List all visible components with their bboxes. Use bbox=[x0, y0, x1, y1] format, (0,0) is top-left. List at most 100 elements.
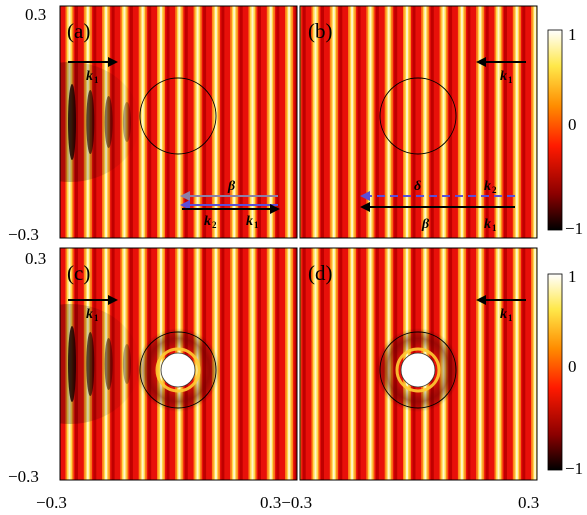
svg-text:2: 2 bbox=[492, 185, 497, 195]
wave-crest bbox=[49, 248, 54, 480]
panel-b bbox=[299, 5, 544, 239]
wave-trough bbox=[221, 6, 225, 238]
svg-text:β: β bbox=[421, 217, 430, 232]
svg-text:1: 1 bbox=[508, 75, 513, 85]
wave-trough bbox=[467, 6, 471, 238]
svg-text:2: 2 bbox=[212, 220, 217, 230]
wave-trough bbox=[294, 248, 297, 480]
field-amplitude-blob bbox=[104, 338, 113, 390]
cloak-boundary-circle bbox=[139, 331, 217, 409]
svg-text:k: k bbox=[246, 214, 253, 229]
wave-trough bbox=[375, 6, 379, 238]
panel-a-beta-arrow: β bbox=[180, 179, 278, 201]
svg-text:1: 1 bbox=[94, 313, 99, 323]
wave-trough bbox=[412, 6, 416, 238]
svg-text:1: 1 bbox=[492, 223, 497, 233]
svg-text:δ: δ bbox=[414, 179, 421, 194]
y-tick-bottom-lower: −0.3 bbox=[8, 467, 39, 486]
obstacle-disk bbox=[400, 352, 436, 388]
field-amplitude-blob bbox=[86, 332, 95, 396]
x-tick-middle: 0.3−0.3 bbox=[260, 493, 312, 512]
wave-trough bbox=[430, 6, 434, 238]
wave-trough bbox=[541, 6, 544, 238]
field-amplitude-blob bbox=[68, 326, 76, 402]
svg-text:k: k bbox=[500, 307, 507, 322]
y-tick-top-upper: 0.3 bbox=[25, 5, 46, 24]
y-tick-top-lower: 0.3 bbox=[25, 249, 46, 268]
wave-trough bbox=[522, 6, 526, 238]
panel-d bbox=[299, 247, 544, 481]
wave-trough bbox=[57, 248, 60, 480]
wave-trough bbox=[239, 6, 243, 238]
svg-text:k: k bbox=[484, 179, 491, 194]
wave-trough bbox=[339, 248, 343, 480]
wave-trough bbox=[258, 6, 261, 238]
wave-trough bbox=[394, 6, 398, 238]
wave-trough bbox=[485, 248, 489, 480]
panel-frame bbox=[299, 247, 538, 481]
svg-text:k: k bbox=[86, 69, 93, 84]
cloak-boundary-circle bbox=[139, 77, 217, 155]
wave-trough bbox=[541, 248, 544, 480]
field-amplitude-blob bbox=[86, 90, 95, 154]
svg-text:k: k bbox=[500, 69, 507, 84]
wave-trough bbox=[148, 6, 152, 238]
panel-b-beta-arrow: β bbox=[360, 202, 515, 232]
cloak-boundary-circle bbox=[379, 331, 457, 409]
svg-text:1: 1 bbox=[254, 220, 259, 230]
y-tick-bottom-upper: −0.3 bbox=[8, 225, 39, 244]
panel-frame bbox=[59, 5, 298, 239]
svg-text:1: 1 bbox=[508, 313, 513, 323]
colorbar-bottom-tick-min: −1 bbox=[565, 459, 583, 478]
panel-b-label: (b) bbox=[308, 19, 333, 43]
svg-text:k: k bbox=[86, 307, 93, 322]
panel-a-label: (a) bbox=[67, 19, 90, 43]
wave-crest bbox=[49, 6, 54, 238]
field-amplitude-blob bbox=[122, 102, 131, 142]
wave-trough bbox=[485, 6, 489, 238]
wave-trough bbox=[321, 248, 324, 480]
x-tick-right: 0.3 bbox=[518, 493, 539, 512]
panel-a bbox=[49, 5, 298, 239]
wave-trough bbox=[302, 6, 306, 238]
cloak-boundary-circle bbox=[379, 77, 457, 155]
wave-trough bbox=[449, 6, 453, 238]
x-tick-left: −0.3 bbox=[36, 493, 67, 512]
colorbar-top-tick-max: 1 bbox=[568, 25, 577, 44]
panel-c-label: (c) bbox=[67, 261, 90, 285]
panel-frame bbox=[59, 247, 298, 481]
wave-trough bbox=[221, 248, 225, 480]
wave-trough bbox=[166, 6, 170, 238]
wave-trough bbox=[357, 248, 361, 480]
wave-trough bbox=[294, 6, 297, 238]
wave-trough bbox=[467, 248, 471, 480]
field-amplitude-blob bbox=[104, 96, 113, 148]
wave-trough bbox=[57, 6, 60, 238]
obstacle-disk bbox=[160, 352, 196, 388]
svg-text:β: β bbox=[227, 179, 236, 194]
wave-trough bbox=[203, 6, 207, 238]
svg-text:1: 1 bbox=[94, 75, 99, 85]
panel-frame bbox=[299, 5, 538, 239]
panel-d-label: (d) bbox=[308, 261, 333, 285]
colorbar-top bbox=[547, 29, 563, 231]
colorbar-top-tick-mid: 0 bbox=[568, 115, 577, 134]
colorbar-bottom-tick-max: 1 bbox=[568, 267, 577, 286]
wave-trough bbox=[357, 6, 361, 238]
wave-trough bbox=[276, 6, 280, 238]
wave-trough bbox=[321, 6, 324, 238]
field-amplitude-blob bbox=[68, 84, 76, 160]
panel-b-delta-arrow: δ bbox=[360, 179, 515, 201]
wave-trough bbox=[504, 248, 507, 480]
colorbar-bottom-tick-mid: 0 bbox=[568, 357, 577, 376]
colorbar-bottom bbox=[547, 273, 563, 471]
